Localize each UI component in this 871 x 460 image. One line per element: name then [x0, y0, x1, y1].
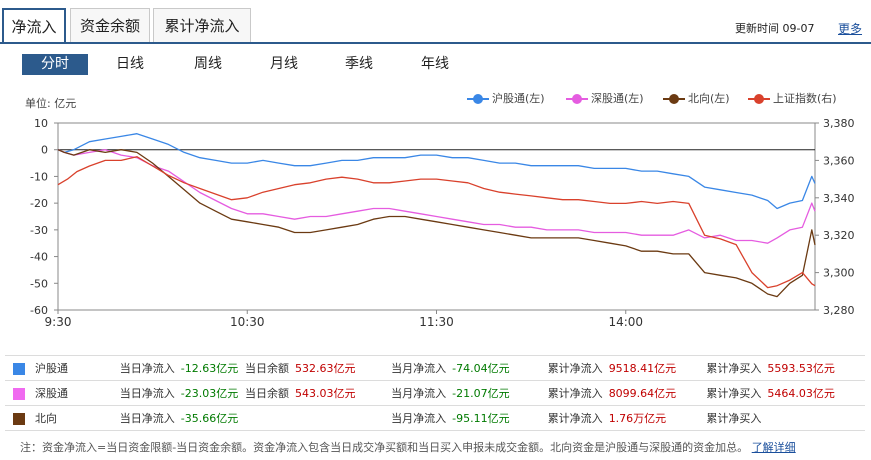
stats-label: 当日净流入: [119, 362, 175, 375]
tab-fund-balance[interactable]: 资金余额: [70, 8, 150, 42]
stats-value: -23.03亿元: [180, 387, 239, 400]
stats-value: -21.07亿元: [452, 387, 510, 400]
y-left-tick-label: -60: [30, 304, 48, 317]
legend-label: 深股通(左): [591, 92, 644, 105]
stats-value: 5593.53亿元: [767, 362, 835, 375]
legend-swatch-icon: [748, 94, 770, 104]
legend-swatch-icon: [566, 94, 588, 104]
stats-label: 当月净流入: [391, 362, 447, 375]
y-left-tick-label: -50: [30, 277, 48, 290]
stats-label: 当日净流入: [119, 412, 175, 425]
tab-net-inflow[interactable]: 净流入: [2, 8, 66, 44]
stats-value: -74.04亿元: [452, 362, 510, 375]
footnote: 注：资金净流入=当日资金限额-当日资金余额。资金净流入包含当日成交净买额和当日买…: [20, 439, 796, 455]
stats-label: 累计净流入: [547, 412, 603, 425]
stats-label: 当月净流入: [391, 387, 447, 400]
y-left-tick-label: 0: [41, 144, 48, 157]
series-line-沪股通: [57, 133, 816, 210]
legend-hgt[interactable]: 沪股通(左): [467, 90, 545, 106]
update-value: 09-07: [782, 22, 815, 35]
update-label: 更新时间: [735, 22, 779, 35]
x-tick-label: 10:30: [230, 315, 265, 329]
flow-chart: 10 0 -10 -20 -30 -40 -50 -60 3,380 3,360 3,340 3,32…: [30, 117, 855, 329]
legend-label: 上证指数(右): [773, 92, 837, 105]
stats-value: 9518.41亿元: [608, 362, 677, 375]
tab-bar: 净流入 资金余额 累计净流入: [0, 0, 871, 44]
stats-series-name: 沪股通: [35, 362, 68, 375]
y-right-tick-label: 3,360: [823, 154, 855, 167]
stats-label: 当月净流入: [391, 412, 447, 425]
y-right-tick-label: 3,300: [823, 267, 855, 280]
y-right-tick-label: 3,320: [823, 229, 855, 242]
stats-series-name: 深股通: [35, 387, 68, 400]
y-left-tick-label: -40: [30, 251, 48, 264]
stats-row: 深股通 当日净流入 -23.03亿元 当日余额 543.03亿元 当月净流入 -21.07亿…: [5, 380, 865, 406]
y-right-tick-label: 3,380: [823, 117, 855, 130]
tab-underline: [0, 42, 871, 44]
period-intraday[interactable]: 分时: [22, 54, 88, 75]
stats-label: 当日净流入: [119, 387, 175, 400]
legend-label: 北向(左): [688, 92, 730, 105]
series-color-square-icon: [13, 413, 25, 425]
stats-label: 当日余额: [245, 387, 290, 400]
learn-more-link[interactable]: 了解详细: [751, 441, 796, 454]
y-left-tick-label: -10: [30, 170, 48, 183]
y-left-tick-label: -20: [30, 197, 48, 210]
tab-cumulative-inflow[interactable]: 累计净流入: [153, 8, 251, 42]
x-tick-label: 11:30: [419, 315, 454, 329]
update-time: 更新时间 09-07: [735, 20, 814, 36]
period-quarterly[interactable]: 季线: [345, 56, 373, 72]
legend-swatch-icon: [467, 94, 489, 104]
period-daily[interactable]: 日线: [116, 56, 144, 72]
series-line-北向: [57, 149, 816, 298]
period-weekly[interactable]: 周线: [194, 56, 222, 72]
stats-label: 累计净买入: [706, 412, 762, 425]
y-left-tick-label: -30: [30, 224, 48, 237]
legend-label: 沪股通(左): [492, 92, 545, 105]
stats-value: 532.63亿元: [295, 362, 356, 375]
stats-value: -12.63亿元: [180, 362, 239, 375]
legend-northbound[interactable]: 北向(左): [663, 90, 730, 106]
legend-sgt[interactable]: 深股通(左): [566, 90, 644, 106]
series-color-square-icon: [13, 388, 25, 400]
stats-value: 5464.03亿元: [767, 387, 835, 400]
legend-swatch-icon: [663, 94, 685, 104]
stats-value: 543.03亿元: [295, 387, 356, 400]
footnote-text: 注：资金净流入=当日资金限额-当日资金余额。资金净流入包含当日成交净买额和当日买…: [20, 441, 749, 454]
series-color-square-icon: [13, 363, 25, 375]
x-tick-label: 14:00: [608, 315, 643, 329]
series-line-上证指数: [57, 156, 816, 289]
stats-value: 1.76万亿元: [608, 412, 667, 425]
stats-row: 沪股通 当日净流入 -12.63亿元 当日余额 532.63亿元 当月净流入 -74.04亿…: [5, 355, 865, 381]
unit-label: 单位: 亿元: [25, 97, 77, 110]
y-left-tick-label: 10: [34, 117, 48, 130]
period-monthly[interactable]: 月线: [270, 56, 298, 72]
x-tick-label: 9:30: [45, 315, 72, 329]
period-yearly[interactable]: 年线: [421, 56, 449, 72]
stats-series-name: 北向: [35, 412, 57, 425]
stats-row: 北向 当日净流入 -35.66亿元 当月净流入 -95.11亿元 累计净流入 1.76万亿元…: [5, 405, 865, 431]
stats-label: 累计净流入: [547, 362, 603, 375]
more-link[interactable]: 更多: [838, 22, 863, 36]
stats-value: -95.11亿元: [452, 412, 510, 425]
stats-value: -35.66亿元: [180, 412, 239, 425]
y-right-tick-label: 3,280: [823, 304, 855, 317]
stats-value: 8099.64亿元: [608, 387, 677, 400]
stats-label: 累计净买入: [706, 387, 762, 400]
legend-sse-index[interactable]: 上证指数(右): [748, 90, 837, 106]
stats-label: 当日余额: [245, 362, 290, 375]
stats-table: 沪股通 当日净流入 -12.63亿元 当日余额 532.63亿元 当月净流入 -74.04亿…: [5, 355, 865, 431]
stats-label: 累计净买入: [706, 362, 762, 375]
y-right-tick-label: 3,340: [823, 192, 855, 205]
stats-label: 累计净流入: [547, 387, 603, 400]
